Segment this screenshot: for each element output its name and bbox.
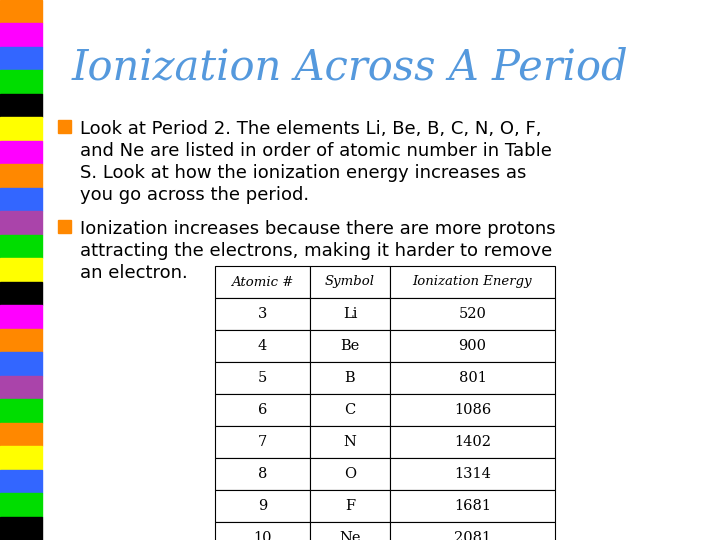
Text: 8: 8 (258, 467, 267, 481)
Text: Symbol: Symbol (325, 275, 375, 288)
Bar (310, 298, 390, 330)
Bar (0, 211, 42, 235)
Text: 4: 4 (258, 339, 267, 353)
Bar (215, 362, 310, 394)
Bar (0, 282, 42, 305)
Bar (215, 426, 310, 458)
Text: 1314: 1314 (454, 467, 491, 481)
Text: 900: 900 (459, 339, 487, 353)
Text: 1681: 1681 (454, 499, 491, 513)
Bar (310, 522, 390, 540)
Bar (0, 470, 42, 493)
Bar (0, 399, 42, 423)
Bar (0, 329, 42, 352)
Text: 9: 9 (258, 499, 267, 513)
Bar (0, 188, 42, 211)
Text: 2081: 2081 (454, 531, 491, 540)
Bar (58, 120, 71, 133)
Bar (58, 220, 71, 233)
Text: 801: 801 (459, 371, 487, 385)
Bar (215, 490, 310, 522)
Bar (0, 446, 42, 470)
Text: 6: 6 (258, 403, 267, 417)
Bar (0, 305, 42, 329)
Text: Ne: Ne (339, 531, 361, 540)
Bar (215, 394, 310, 426)
Bar (0, 493, 42, 517)
Text: attracting the electrons, making it harder to remove: attracting the electrons, making it hard… (80, 242, 552, 260)
Bar (0, 141, 42, 164)
Bar (0, 70, 42, 94)
Text: F: F (345, 499, 355, 513)
Bar (0, 47, 42, 70)
Bar (310, 266, 390, 298)
Text: Ionization Across A Period: Ionization Across A Period (72, 47, 629, 89)
Bar (0, 117, 42, 141)
Bar (310, 426, 390, 458)
Bar (0, 164, 42, 188)
Bar (215, 458, 310, 490)
Text: Atomic #: Atomic # (231, 275, 294, 288)
Bar (310, 330, 390, 362)
Bar (215, 330, 310, 362)
Text: Be: Be (341, 339, 359, 353)
Bar (310, 362, 390, 394)
Bar (0, 423, 42, 446)
Bar (0, 258, 42, 282)
Text: Ionization Energy: Ionization Energy (413, 275, 532, 288)
Bar (0, 0, 42, 23)
Bar (0, 23, 42, 47)
Bar (310, 490, 390, 522)
Bar (390, 266, 555, 298)
Text: Ionization increases because there are more protons: Ionization increases because there are m… (80, 220, 556, 238)
Text: 520: 520 (459, 307, 487, 321)
Text: Look at Period 2. The elements Li, Be, B, C, N, O, F,: Look at Period 2. The elements Li, Be, B… (80, 120, 541, 138)
Text: 3: 3 (258, 307, 267, 321)
Text: O: O (344, 467, 356, 481)
Bar (0, 94, 42, 117)
Bar (0, 352, 42, 376)
Bar (390, 330, 555, 362)
Bar (0, 376, 42, 399)
Text: B: B (345, 371, 355, 385)
Text: Li: Li (343, 307, 357, 321)
Text: 1402: 1402 (454, 435, 491, 449)
Bar (215, 522, 310, 540)
Text: an electron.: an electron. (80, 264, 188, 282)
Bar (390, 490, 555, 522)
Bar (390, 298, 555, 330)
Text: 1086: 1086 (454, 403, 491, 417)
Text: and Ne are listed in order of atomic number in Table: and Ne are listed in order of atomic num… (80, 142, 552, 160)
Bar (390, 394, 555, 426)
Bar (390, 458, 555, 490)
Text: S. Look at how the ionization energy increases as: S. Look at how the ionization energy inc… (80, 164, 526, 182)
Text: 10: 10 (253, 531, 271, 540)
Bar (390, 362, 555, 394)
Bar (215, 266, 310, 298)
Bar (215, 298, 310, 330)
Bar (0, 517, 42, 540)
Bar (0, 235, 42, 258)
Text: 5: 5 (258, 371, 267, 385)
Text: N: N (343, 435, 356, 449)
Text: you go across the period.: you go across the period. (80, 186, 309, 204)
Bar (310, 458, 390, 490)
Text: 7: 7 (258, 435, 267, 449)
Bar (310, 394, 390, 426)
Bar (390, 426, 555, 458)
Bar (390, 522, 555, 540)
Text: C: C (344, 403, 356, 417)
